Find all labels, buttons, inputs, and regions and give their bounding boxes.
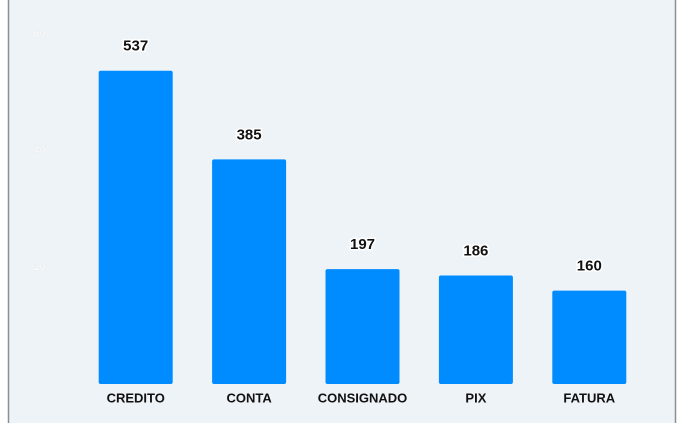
data-label: 385 (237, 126, 262, 143)
y-tick-label: 400 (34, 145, 52, 157)
bar (212, 159, 287, 384)
x-tick-label: CREDITO (107, 390, 165, 405)
x-tick-label: FATURA (563, 390, 615, 405)
bar (438, 275, 513, 384)
data-label: 160 (577, 258, 602, 275)
data-label: 186 (463, 242, 488, 259)
y-tick-label: 200 (34, 261, 52, 273)
data-label: 537 (123, 38, 148, 55)
x-tick-label: CONSIGNADO (318, 390, 408, 405)
x-tick-label: CONTA (226, 390, 272, 405)
x-tick-label: PIX (465, 390, 486, 405)
y-tick-label: 600 (34, 28, 52, 40)
bar (325, 269, 400, 384)
bar (552, 290, 627, 384)
y-tick-label: 0 (46, 378, 52, 390)
bar (98, 70, 173, 384)
data-label: 197 (350, 236, 375, 253)
